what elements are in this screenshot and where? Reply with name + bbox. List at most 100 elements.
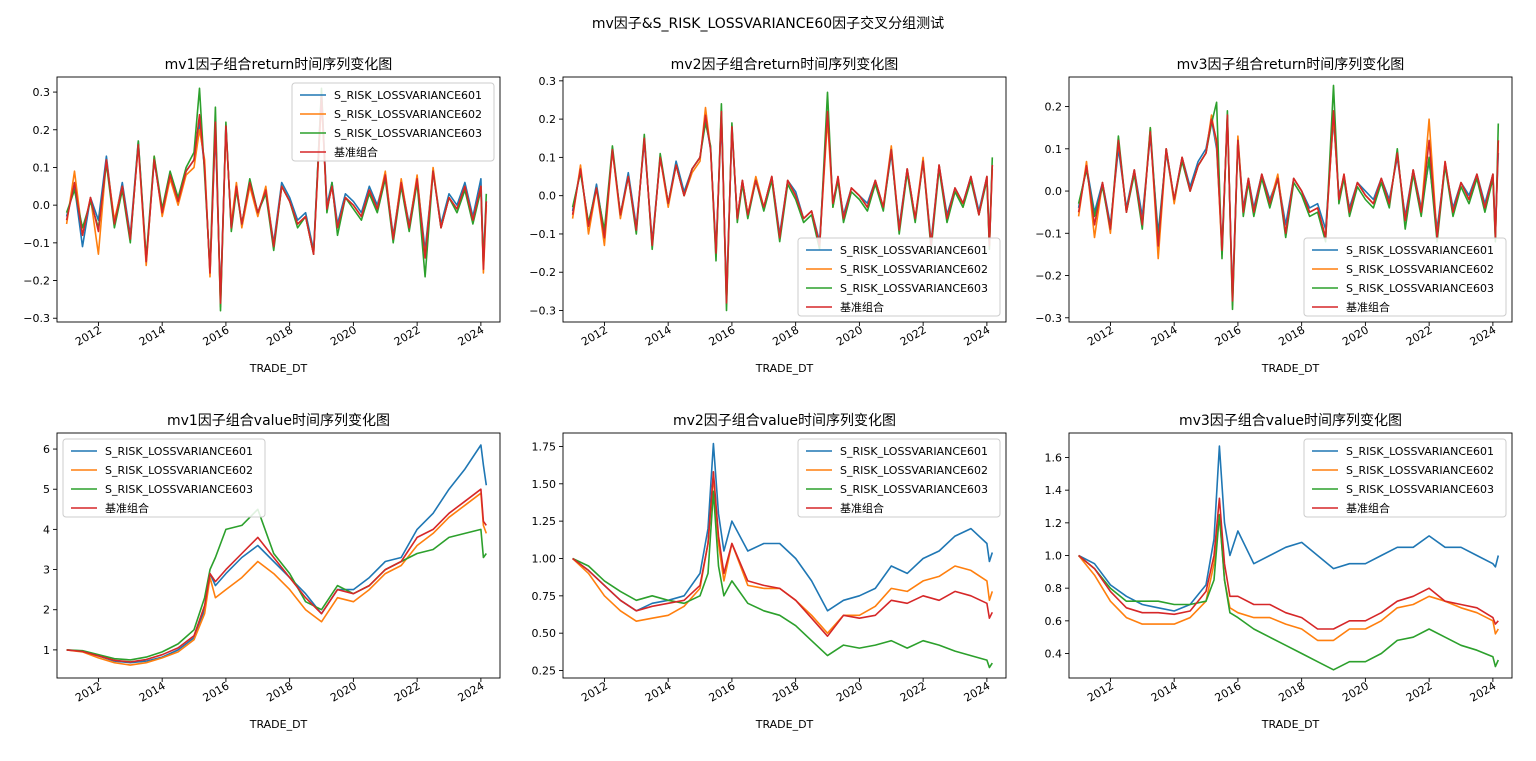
series-line-4 xyxy=(1077,110,1500,302)
x-tick-label: 2024 xyxy=(1468,679,1499,704)
legend-label: S_RISK_LOSSVARIANCE601 xyxy=(1346,445,1494,458)
legend-label: S_RISK_LOSSVARIANCE601 xyxy=(1346,244,1494,257)
x-tick-label: 2016 xyxy=(707,323,738,348)
x-tick-label: 2014 xyxy=(1149,679,1180,704)
y-tick-label: 3 xyxy=(43,564,50,577)
x-tick-label: 2020 xyxy=(328,323,359,348)
x-tick-label: 2022 xyxy=(392,323,423,348)
x-tick-label: 2014 xyxy=(643,323,674,348)
x-axis-label: TRADE_DT xyxy=(249,362,308,375)
x-tick-label: 2016 xyxy=(1213,679,1244,704)
x-tick-label: 2022 xyxy=(1404,323,1435,348)
y-tick-label: 0.2 xyxy=(1045,101,1063,114)
subplot-2: mv2因子组合return时间序列变化图 −0.3 −0.2 −0.1 0.0 0.1 0.… xyxy=(529,57,1007,375)
axes-frame xyxy=(56,76,501,323)
y-tick-label: −0.1 xyxy=(1035,227,1062,240)
y-tick-label: 1.00 xyxy=(532,552,557,565)
y-tick-label: −0.1 xyxy=(23,237,50,250)
series-lines xyxy=(1077,84,1500,311)
y-tick-label: 0.2 xyxy=(33,124,51,137)
y-tick-label: 0.1 xyxy=(539,151,557,164)
series-line-4 xyxy=(1078,497,1499,630)
subplot-title: mv3因子组合value时间序列变化图 xyxy=(1179,413,1402,429)
y-tick-label: 0.1 xyxy=(33,161,51,174)
legend: S_RISK_LOSSVARIANCE601 S_RISK_LOSSVARIANC… xyxy=(1303,438,1507,518)
legend-label: 基准组合 xyxy=(840,300,884,314)
legend-label: 基准组合 xyxy=(105,501,149,515)
x-tick-label: 2024 xyxy=(456,323,487,348)
axes-frame xyxy=(562,432,1007,679)
y-tick-label: 0.3 xyxy=(33,86,51,99)
y-tick-label: 0.50 xyxy=(532,627,557,640)
x-tick-label: 2012 xyxy=(73,323,104,348)
x-tick-label: 2012 xyxy=(579,323,610,348)
y-tick-label: −0.1 xyxy=(529,228,556,241)
x-tick-label: 2024 xyxy=(1468,323,1499,348)
subplot-title: mv2因子组合return时间序列变化图 xyxy=(671,57,899,73)
series-line-2 xyxy=(1077,513,1499,642)
x-tick-label: 2014 xyxy=(137,679,168,704)
y-tick-label: 0.25 xyxy=(532,665,557,678)
legend-box xyxy=(1303,438,1507,518)
x-tick-label: 2018 xyxy=(264,323,295,348)
y-tick-label: −0.2 xyxy=(23,275,50,288)
legend-box xyxy=(62,438,266,518)
x-tick-label: 2018 xyxy=(770,323,801,348)
y-tick-label: −0.3 xyxy=(23,312,50,325)
legend-label: S_RISK_LOSSVARIANCE603 xyxy=(1346,483,1494,496)
x-tick-label: 2014 xyxy=(643,679,674,704)
y-tick-label: 1.75 xyxy=(532,440,557,453)
series-line-2 xyxy=(66,492,488,666)
series-line-4 xyxy=(66,488,487,663)
legend-label: 基准组合 xyxy=(1346,300,1390,314)
x-tick-label: 2018 xyxy=(1276,679,1307,704)
y-tick-label: 0.4 xyxy=(1045,648,1063,661)
subplot-title: mv1因子组合value时间序列变化图 xyxy=(167,413,390,429)
legend-label: S_RISK_LOSSVARIANCE602 xyxy=(334,108,482,121)
x-tick-label: 2018 xyxy=(770,679,801,704)
y-tick-label: 0.0 xyxy=(1045,185,1063,198)
legend-label: S_RISK_LOSSVARIANCE603 xyxy=(1346,282,1494,295)
y-tick-label: −0.2 xyxy=(529,266,556,279)
x-tick-label: 2024 xyxy=(962,679,993,704)
series-line-4 xyxy=(571,110,994,304)
axes-frame xyxy=(562,76,1007,323)
x-tick-label: 2022 xyxy=(1404,679,1435,704)
y-tick-label: 1 xyxy=(43,644,50,657)
x-tick-label: 2020 xyxy=(1340,323,1371,348)
legend: S_RISK_LOSSVARIANCE601 S_RISK_LOSSVARIANC… xyxy=(1303,237,1507,317)
series-line-1 xyxy=(1078,445,1500,612)
series-lines xyxy=(1077,445,1500,671)
x-tick-label: 2016 xyxy=(201,323,232,348)
x-tick-label: 2020 xyxy=(834,323,865,348)
legend-label: S_RISK_LOSSVARIANCE603 xyxy=(840,282,988,295)
series-line-3 xyxy=(1078,513,1500,671)
y-tick-label: 0.0 xyxy=(33,199,51,212)
legend-label: S_RISK_LOSSVARIANCE602 xyxy=(1346,263,1494,276)
x-tick-label: 2018 xyxy=(264,679,295,704)
x-tick-label: 2022 xyxy=(392,679,423,704)
x-tick-label: 2012 xyxy=(579,679,610,704)
x-axis-label: TRADE_DT xyxy=(249,718,308,731)
subplot-5: mv2因子组合value时间序列变化图 0.25 0.50 0.75 1.00 1.25 1… xyxy=(532,413,1007,731)
y-tick-label: −0.3 xyxy=(1035,312,1062,325)
series-lines xyxy=(66,444,488,666)
y-tick-label: −0.3 xyxy=(529,305,556,318)
y-tick-label: 1.50 xyxy=(532,478,557,491)
x-axis-label: TRADE_DT xyxy=(755,362,814,375)
legend-label: S_RISK_LOSSVARIANCE601 xyxy=(840,445,988,458)
x-tick-label: 2014 xyxy=(137,323,168,348)
legend-box xyxy=(797,438,1001,518)
legend-label: S_RISK_LOSSVARIANCE603 xyxy=(105,483,253,496)
legend-label: S_RISK_LOSSVARIANCE601 xyxy=(840,244,988,257)
x-tick-label: 2020 xyxy=(328,679,359,704)
subplot-1: mv1因子组合return时间序列变化图 −0.3 −0.2 −0.1 0.0 0.1 0.… xyxy=(23,57,501,375)
legend: S_RISK_LOSSVARIANCE601 S_RISK_LOSSVARIANC… xyxy=(797,237,1001,317)
legend-box xyxy=(291,82,495,162)
x-tick-label: 2016 xyxy=(201,679,232,704)
y-tick-label: 1.6 xyxy=(1045,452,1063,465)
x-tick-label: 2024 xyxy=(962,323,993,348)
legend-label: S_RISK_LOSSVARIANCE602 xyxy=(105,464,253,477)
